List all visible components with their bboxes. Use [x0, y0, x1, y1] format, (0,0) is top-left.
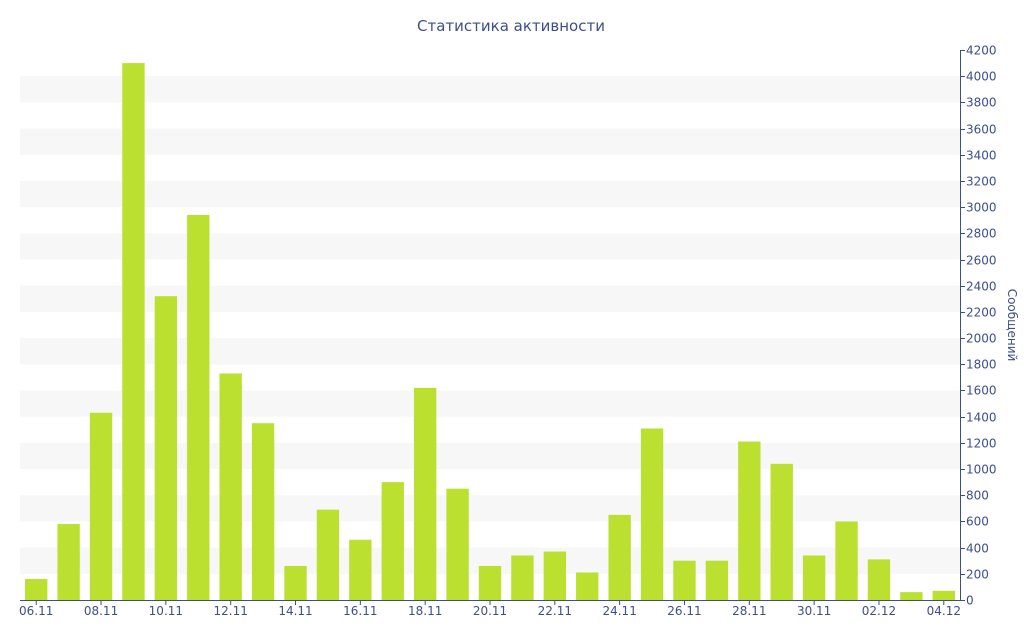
- x-tick-label: 20.11: [473, 604, 507, 618]
- bar-11.11: [187, 215, 210, 600]
- y-tick-label: 800: [966, 489, 989, 503]
- y-tick-label: 3400: [966, 149, 997, 163]
- x-tick-label: 08.11: [84, 604, 118, 618]
- axes: 0 200 400 600 800 1000 1200 1400 1600 1800 2000 220…: [19, 44, 997, 619]
- x-tick-label: 28.11: [732, 604, 766, 618]
- y-tick-label: 2200: [966, 306, 997, 320]
- bar-22.11: [543, 551, 567, 600]
- grid-band: [20, 180, 960, 208]
- x-tick-label: 04.12: [927, 604, 961, 618]
- bar-27.11: [705, 560, 729, 600]
- bar-16.11: [349, 539, 372, 600]
- y-tick-label: 200: [966, 568, 989, 582]
- bar-02.12: [867, 559, 891, 600]
- y-tick-label: 1200: [966, 437, 997, 451]
- x-tick-label: 02.12: [862, 604, 896, 618]
- y-tick-label: 4000: [966, 70, 997, 84]
- bar-13.11: [251, 423, 275, 600]
- y-tick-label: 2600: [966, 254, 997, 268]
- bar-04.12: [932, 590, 955, 600]
- y-tick-label: 2000: [966, 332, 997, 346]
- bar-15.11: [316, 509, 340, 600]
- bars: [25, 63, 955, 601]
- y-tick-label: 400: [966, 542, 989, 556]
- bar-18.11: [413, 387, 437, 600]
- bar-24.11: [608, 514, 631, 600]
- bar-10.11: [154, 296, 178, 600]
- bar-20.11: [478, 565, 502, 600]
- y-tick-label: 0: [966, 594, 974, 608]
- y-tick-label: 3600: [966, 123, 997, 137]
- bar-26.11: [673, 560, 696, 600]
- y-tick-label: 1800: [966, 358, 997, 372]
- bar-09.11: [122, 63, 145, 601]
- y-tick-label: 1000: [966, 463, 997, 477]
- bar-19.11: [446, 488, 469, 600]
- x-tick-label: 12.11: [214, 604, 248, 618]
- x-tick-label: 30.11: [797, 604, 831, 618]
- grid-band: [20, 76, 960, 103]
- bar-14.11: [284, 565, 307, 600]
- bar-08.11: [89, 412, 113, 600]
- x-tick-label: 14.11: [278, 604, 312, 618]
- bar-07.11: [57, 524, 80, 600]
- bar-29.11: [770, 463, 793, 600]
- bar-23.11: [576, 572, 599, 600]
- y-tick-label: 3800: [966, 96, 997, 110]
- y-tick-label: 2400: [966, 280, 997, 294]
- x-tick-label: 22.11: [538, 604, 572, 618]
- y-tick-label: 3200: [966, 175, 997, 189]
- y-tick-label: 2800: [966, 227, 997, 241]
- y-axis-label: Сообщений: [1005, 289, 1019, 362]
- y-tick-label: 1600: [966, 384, 997, 398]
- y-tick-label: 1400: [966, 411, 997, 425]
- bar-12.11: [219, 373, 242, 600]
- y-tick-label: 600: [966, 515, 989, 529]
- x-tick-label: 10.11: [149, 604, 183, 618]
- bar-21.11: [511, 555, 534, 600]
- bar-01.12: [835, 521, 858, 600]
- x-tick-label: 06.11: [19, 604, 53, 618]
- bar-30.11: [802, 555, 826, 600]
- bar-03.12: [900, 592, 923, 600]
- bar-17.11: [381, 482, 404, 600]
- y-tick-label: 4200: [966, 44, 997, 58]
- x-tick-label: 24.11: [602, 604, 636, 618]
- grid-band: [20, 128, 960, 155]
- grid-band: [20, 233, 960, 260]
- x-tick-label: 16.11: [343, 604, 377, 618]
- bar-06.11: [25, 579, 48, 600]
- bar-28.11: [738, 441, 761, 600]
- bar-25.11: [640, 428, 664, 600]
- x-tick-label: 18.11: [408, 604, 442, 618]
- y-tick-label: 3000: [966, 201, 997, 215]
- chart-title: Статистика активности: [417, 17, 605, 35]
- x-tick-label: 26.11: [667, 604, 701, 618]
